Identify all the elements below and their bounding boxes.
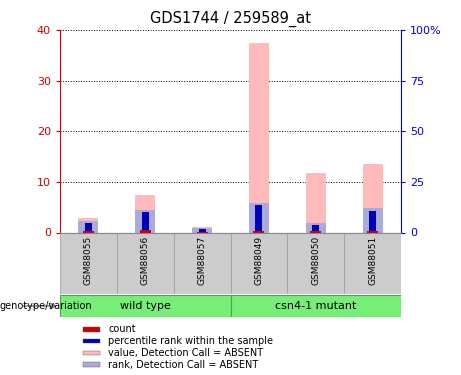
Text: count: count (108, 324, 136, 334)
Text: GSM88057: GSM88057 (198, 236, 207, 285)
Text: GSM88051: GSM88051 (368, 236, 377, 285)
Text: value, Detection Call = ABSENT: value, Detection Call = ABSENT (108, 348, 263, 358)
Bar (306, 173, 326, 232)
FancyBboxPatch shape (230, 295, 401, 317)
Bar (249, 43, 269, 232)
FancyBboxPatch shape (344, 232, 401, 294)
FancyBboxPatch shape (60, 232, 117, 294)
Bar (140, 231, 151, 232)
FancyBboxPatch shape (117, 232, 174, 294)
Text: GSM88056: GSM88056 (141, 236, 150, 285)
Bar (85, 223, 92, 232)
Bar (192, 228, 212, 232)
Text: GSM88049: GSM88049 (254, 236, 263, 285)
Text: GSM88050: GSM88050 (311, 236, 320, 285)
Bar (255, 205, 262, 232)
Bar (78, 218, 98, 232)
Text: genotype/variation: genotype/variation (0, 301, 93, 311)
Text: GSM88055: GSM88055 (84, 236, 93, 285)
Bar (249, 203, 269, 232)
Bar (199, 229, 206, 232)
Title: GDS1744 / 259589_at: GDS1744 / 259589_at (150, 11, 311, 27)
Bar (83, 339, 100, 344)
Bar (135, 195, 155, 232)
Bar (192, 227, 212, 232)
Text: wild type: wild type (120, 301, 171, 311)
FancyBboxPatch shape (174, 232, 230, 294)
FancyBboxPatch shape (287, 232, 344, 294)
Bar (78, 221, 98, 232)
Bar (83, 231, 94, 232)
Text: csn4-1 mutant: csn4-1 mutant (275, 301, 356, 311)
Bar (369, 211, 376, 232)
Bar (363, 164, 383, 232)
FancyBboxPatch shape (230, 232, 287, 294)
Bar (254, 231, 265, 232)
Text: percentile rank within the sample: percentile rank within the sample (108, 336, 273, 346)
Bar (142, 212, 149, 232)
Bar (367, 231, 378, 232)
Bar (135, 210, 155, 232)
Bar (83, 351, 100, 355)
Bar (310, 231, 321, 232)
Bar (312, 225, 319, 232)
Bar (83, 362, 100, 367)
Text: rank, Detection Call = ABSENT: rank, Detection Call = ABSENT (108, 360, 259, 370)
FancyBboxPatch shape (60, 295, 230, 317)
Bar (83, 327, 100, 332)
Bar (306, 224, 326, 232)
Bar (363, 208, 383, 232)
